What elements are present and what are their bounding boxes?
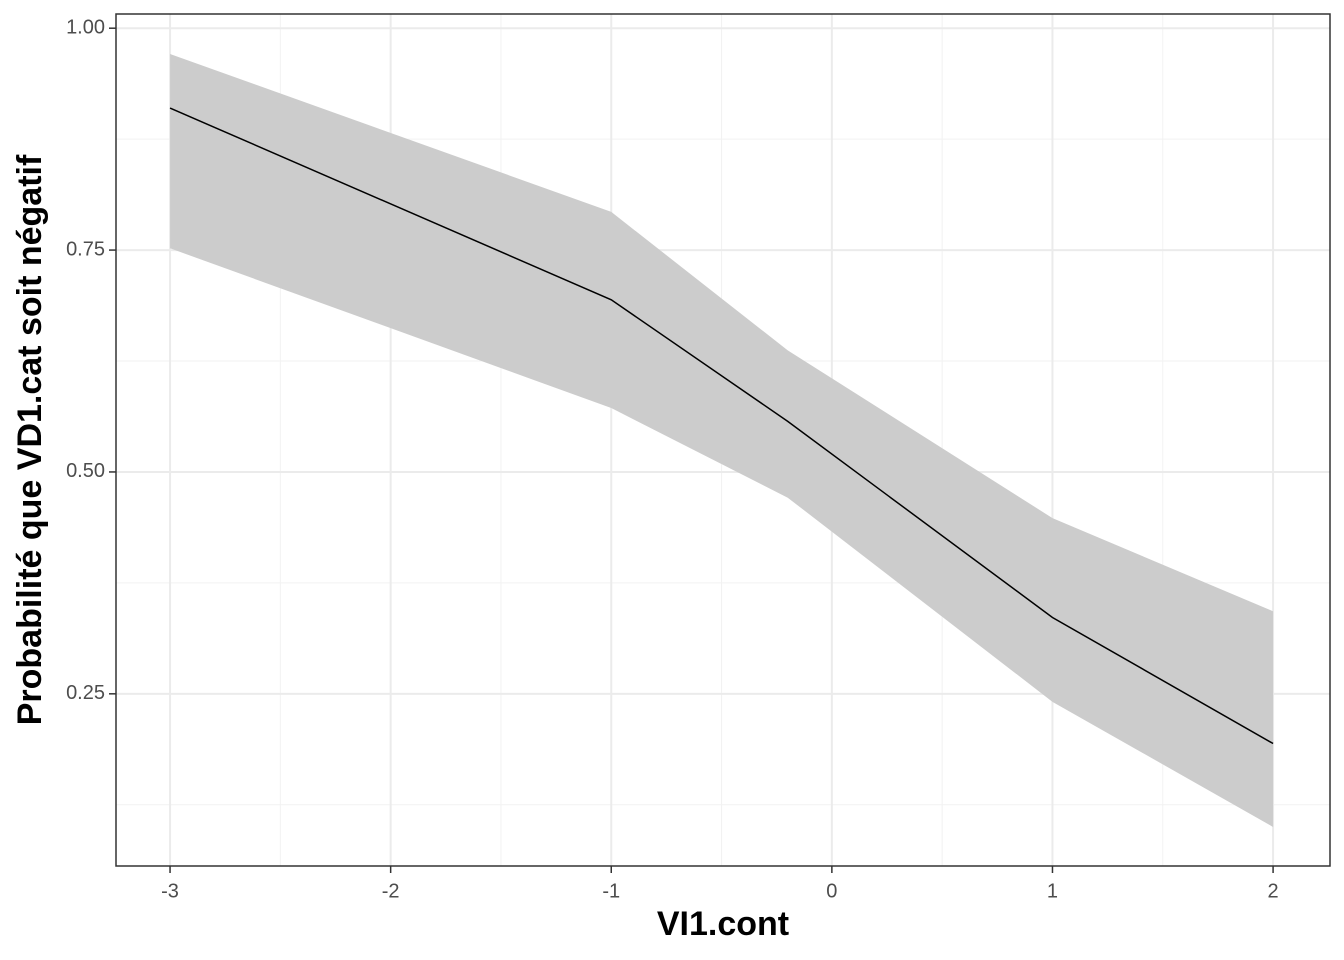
y-tick-label: 0.25 [66,682,105,704]
x-tick-label: -2 [382,880,400,902]
y-tick-label: 1.00 [66,16,105,38]
x-tick-label: 2 [1268,880,1279,902]
x-tick-label: -3 [161,880,179,902]
panel-border [115,13,1331,867]
x-tick-label: -1 [602,880,620,902]
confidence-band [170,53,1274,827]
x-tick-label: 0 [826,880,837,902]
x-tick-label: 1 [1047,880,1058,902]
fit-line [169,107,1274,745]
y-tick-label: 0.50 [66,460,105,482]
x-axis-label: VI1.cont [657,905,789,943]
y-axis-label: Probabilité que VD1.cat soit négatif [11,154,49,725]
y-tick-label: 0.75 [66,238,105,260]
